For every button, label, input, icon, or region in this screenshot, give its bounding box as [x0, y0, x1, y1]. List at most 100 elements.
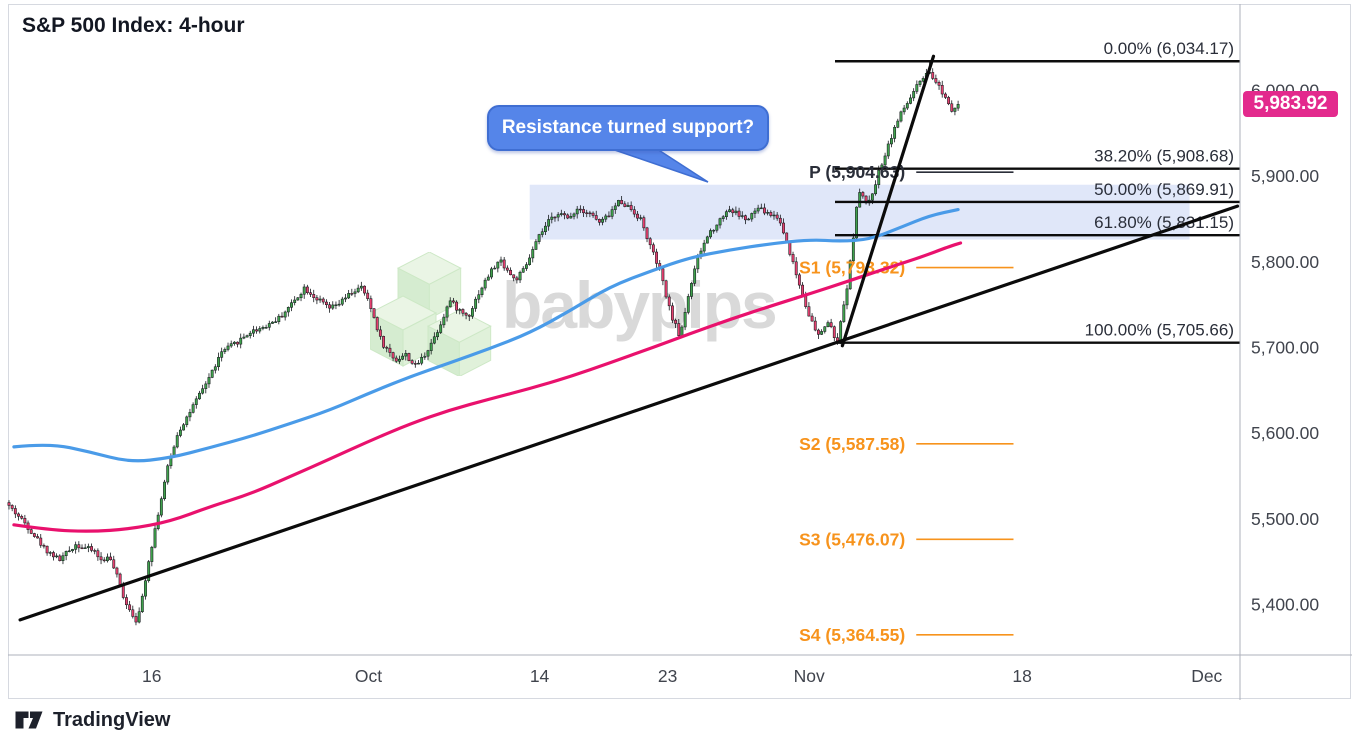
candle-down	[32, 533, 36, 537]
candle-up	[290, 302, 293, 308]
price-tick-label: 5,700.00	[1251, 337, 1319, 357]
price-tick-label: 5,900.00	[1251, 166, 1319, 186]
candle-up	[493, 267, 497, 270]
candle-up	[198, 392, 201, 400]
candle-up	[747, 218, 751, 221]
candle-down	[769, 212, 773, 216]
candle-down	[651, 244, 655, 253]
time-tick-label: 23	[658, 666, 677, 686]
candle-up	[905, 103, 909, 109]
candle-down	[947, 97, 951, 105]
watermark-text: babypips	[502, 268, 778, 342]
candle-down	[832, 326, 836, 338]
candle-up	[893, 126, 897, 139]
attribution-text[interactable]: TradingView	[53, 708, 171, 731]
candle-up	[293, 299, 297, 303]
candle-down	[17, 513, 20, 517]
candle-down	[109, 556, 113, 561]
candle-down	[77, 544, 81, 549]
candle-down	[813, 320, 817, 331]
candle-up	[610, 209, 614, 217]
candle-down	[96, 550, 100, 558]
candle-down	[90, 546, 93, 551]
candle-up	[359, 285, 363, 289]
candle-down	[861, 192, 865, 197]
candle-up	[188, 412, 192, 418]
candle-up	[858, 192, 862, 208]
candle-up	[528, 257, 532, 265]
candle-down	[829, 322, 833, 328]
fib-label: 38.20% (5,908.68)	[1094, 147, 1234, 166]
candle-up	[429, 342, 433, 351]
candle-down	[782, 222, 785, 234]
candle-up	[702, 242, 706, 252]
tradingview-logo-icon[interactable]	[14, 708, 44, 732]
candle-up	[71, 549, 74, 552]
candle-up	[521, 268, 525, 273]
candle-down	[744, 215, 747, 221]
candle-down	[372, 308, 376, 318]
candle-down	[629, 205, 633, 211]
candle-up	[683, 312, 687, 328]
candle-up	[680, 326, 684, 336]
candle-down	[642, 217, 646, 229]
candle-up	[721, 216, 725, 219]
candle-up	[175, 435, 179, 448]
candle-down	[807, 306, 811, 317]
candle-down	[620, 200, 624, 205]
candle-down	[93, 550, 97, 552]
candle-down	[731, 209, 735, 214]
candle-down	[645, 227, 649, 239]
candle-down	[305, 286, 309, 293]
candle-up	[302, 286, 306, 295]
candle-up	[759, 207, 763, 210]
candle-up	[540, 231, 544, 235]
candle-up	[264, 326, 268, 329]
candle-down	[375, 317, 379, 331]
candle-down	[394, 357, 398, 362]
candle-up	[271, 321, 274, 324]
candle-down	[315, 297, 319, 301]
price-tick-label: 5,600.00	[1251, 423, 1319, 443]
candle-up	[883, 155, 887, 166]
candle-down	[632, 209, 636, 215]
last-price-badge: 5,983.92	[1243, 91, 1338, 118]
candle-up	[826, 322, 830, 328]
candle-down	[382, 336, 385, 348]
candle-up	[902, 107, 906, 113]
candle-up	[242, 336, 246, 339]
candle-up	[709, 230, 712, 238]
candle-up	[340, 298, 344, 305]
candle-down	[934, 78, 938, 83]
slow-ma-line	[12, 241, 963, 533]
annotation-callout[interactable]: Resistance turned support?	[487, 105, 769, 151]
candle-up	[286, 307, 290, 313]
candle-up	[471, 308, 474, 317]
price-tick-label: 5,500.00	[1251, 509, 1319, 529]
candle-up	[436, 332, 439, 338]
candle-up	[477, 294, 481, 300]
candle-down	[121, 584, 125, 598]
annotation-text: Resistance turned support?	[501, 117, 755, 138]
candle-up	[105, 556, 109, 562]
candle-down	[280, 315, 284, 318]
candle-down	[58, 555, 62, 561]
candle-up	[559, 213, 563, 215]
candle-up	[299, 293, 303, 299]
candle-down	[591, 212, 595, 216]
candle-up	[267, 323, 271, 328]
candle-up	[55, 555, 59, 558]
fast-ma-line	[12, 207, 960, 463]
candle-up	[48, 552, 52, 554]
candle-up	[191, 404, 195, 413]
candle-down	[502, 259, 506, 269]
candle-up	[229, 343, 233, 347]
candle-up	[886, 143, 890, 157]
candle-up	[258, 328, 262, 332]
candle-down	[128, 604, 132, 611]
candle-down	[778, 217, 782, 224]
candle-up	[617, 200, 620, 207]
candle-up	[140, 595, 144, 613]
candle-up	[556, 214, 560, 218]
